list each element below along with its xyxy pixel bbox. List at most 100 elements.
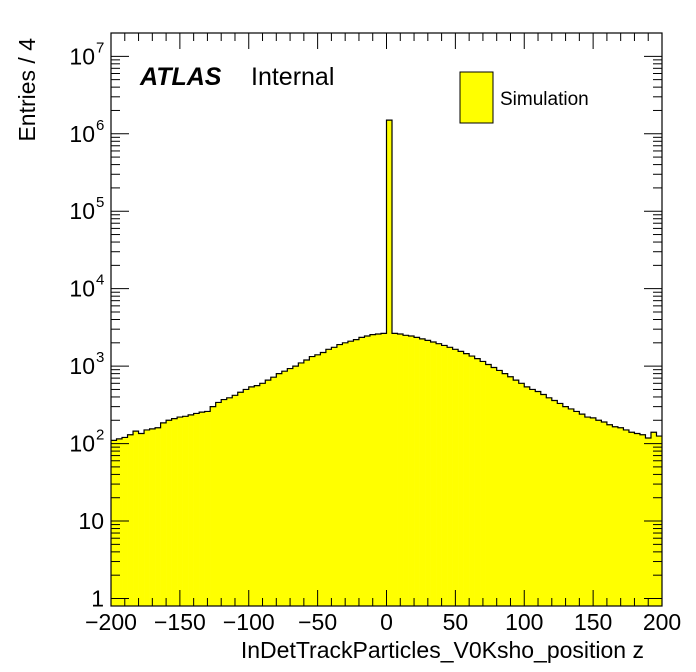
histogram-bar — [204, 411, 211, 606]
histogram-bar — [122, 437, 128, 606]
y-tick-exponent: 3 — [96, 349, 104, 366]
histogram-bar — [287, 368, 294, 606]
histogram-bar — [480, 361, 486, 606]
histogram-bar — [590, 417, 597, 606]
y-tick-label: 10 4 — [69, 272, 104, 302]
y-tick-label: 10 3 — [69, 349, 104, 379]
histogram-bar — [568, 408, 575, 606]
x-tick-label: 200 — [643, 609, 681, 635]
histogram-bar — [436, 343, 442, 606]
histogram-bar — [557, 403, 564, 606]
y-tick-label: 10 5 — [69, 194, 104, 224]
histogram-bar — [353, 339, 360, 606]
histogram-bar — [452, 349, 459, 606]
y-axis-title: Entries / 4 — [14, 38, 40, 142]
histogram-bar — [397, 333, 404, 606]
x-axis-title: InDetTrackParticles_V0Ksho_position z — [241, 637, 644, 663]
y-tick-label: 10 2 — [69, 427, 104, 457]
histogram-bar — [595, 420, 602, 606]
histogram-bar — [634, 433, 641, 606]
histogram-outline — [111, 119, 662, 441]
histogram-bar — [369, 334, 376, 606]
x-tick-label: −150 — [154, 609, 206, 635]
histogram-bar — [612, 426, 619, 606]
histogram-bar — [281, 371, 288, 606]
histogram-bar — [491, 367, 497, 606]
histogram-bar — [628, 432, 635, 606]
histogram-bar — [650, 432, 657, 606]
histogram-bar — [573, 411, 580, 606]
y-tick-base: 1 — [91, 585, 104, 611]
x-tick-label: −100 — [223, 609, 275, 635]
y-tick-label: 1 — [91, 585, 104, 611]
histogram-bar — [507, 376, 514, 606]
histogram-bar — [116, 438, 123, 606]
histogram-bar — [579, 414, 586, 606]
x-tick-label: 100 — [505, 609, 543, 635]
histogram-bar — [193, 413, 200, 606]
histogram-bar — [617, 427, 624, 606]
histogram-bar — [386, 120, 393, 606]
histogram-bar — [606, 424, 613, 606]
y-tick-base: 10 — [69, 43, 95, 69]
histogram-bar — [188, 414, 194, 606]
legend-label: Simulation — [500, 89, 589, 110]
histogram-bar — [502, 373, 509, 606]
histogram-bar — [441, 345, 448, 606]
histogram-bar — [127, 434, 134, 606]
histogram-bar — [160, 422, 167, 606]
x-tick-label: −200 — [85, 609, 137, 635]
histogram-bar — [210, 406, 216, 606]
histogram-bar — [259, 383, 266, 606]
histogram-bar — [342, 342, 349, 606]
axis-ticks — [110, 32, 663, 606]
histogram-bar — [347, 341, 354, 606]
histogram-bar — [623, 429, 630, 606]
histogram-bar — [138, 433, 145, 606]
histogram-bar — [309, 356, 316, 606]
histogram-bar — [562, 406, 569, 606]
histogram-bar — [215, 402, 222, 606]
histogram-bar — [584, 417, 591, 606]
histogram-bar — [518, 383, 525, 606]
histogram-bar — [336, 344, 343, 606]
histogram-bar — [182, 416, 189, 606]
y-tick-base: 10 — [69, 353, 95, 379]
histogram-bars — [111, 120, 663, 606]
y-tick-label: 10 7 — [69, 39, 104, 69]
histogram-bar — [496, 370, 503, 606]
x-tick-label: 150 — [574, 609, 612, 635]
histogram-bar — [232, 395, 239, 606]
histogram-bar — [248, 386, 255, 606]
histogram-bar — [254, 385, 261, 606]
histogram-bar — [430, 341, 437, 606]
histogram-bar — [463, 353, 470, 606]
histogram-bar — [458, 351, 464, 606]
y-tick-base: 10 — [69, 121, 95, 147]
x-tick-labels: −200 −150 −100 −50 0 50 100 150 200 — [85, 609, 681, 635]
histogram-bar — [320, 352, 327, 606]
histogram-bar — [155, 427, 161, 606]
histogram-bar — [425, 340, 431, 606]
histogram-bar — [639, 434, 646, 606]
histogram-bar — [408, 335, 415, 606]
x-tick-label: −50 — [298, 609, 337, 635]
histogram-bar — [144, 429, 150, 606]
y-tick-exponent: 2 — [96, 427, 104, 444]
histogram-bar — [314, 354, 321, 606]
histogram-bar — [270, 377, 277, 606]
histogram-bar — [551, 400, 558, 606]
y-tick-label: 10 6 — [69, 117, 104, 147]
y-tick-base: 10 — [69, 431, 95, 457]
histogram-bar — [535, 391, 542, 606]
internal-label: Internal — [251, 63, 334, 91]
x-tick-label: 0 — [380, 609, 393, 635]
histogram-bar — [325, 349, 332, 606]
histogram-bar — [171, 418, 178, 606]
y-tick-base: 10 — [69, 198, 95, 224]
histogram-bar — [601, 422, 608, 606]
histogram-bar — [243, 389, 250, 606]
histogram-bar — [414, 337, 420, 606]
y-tick-base: 10 — [69, 276, 95, 302]
